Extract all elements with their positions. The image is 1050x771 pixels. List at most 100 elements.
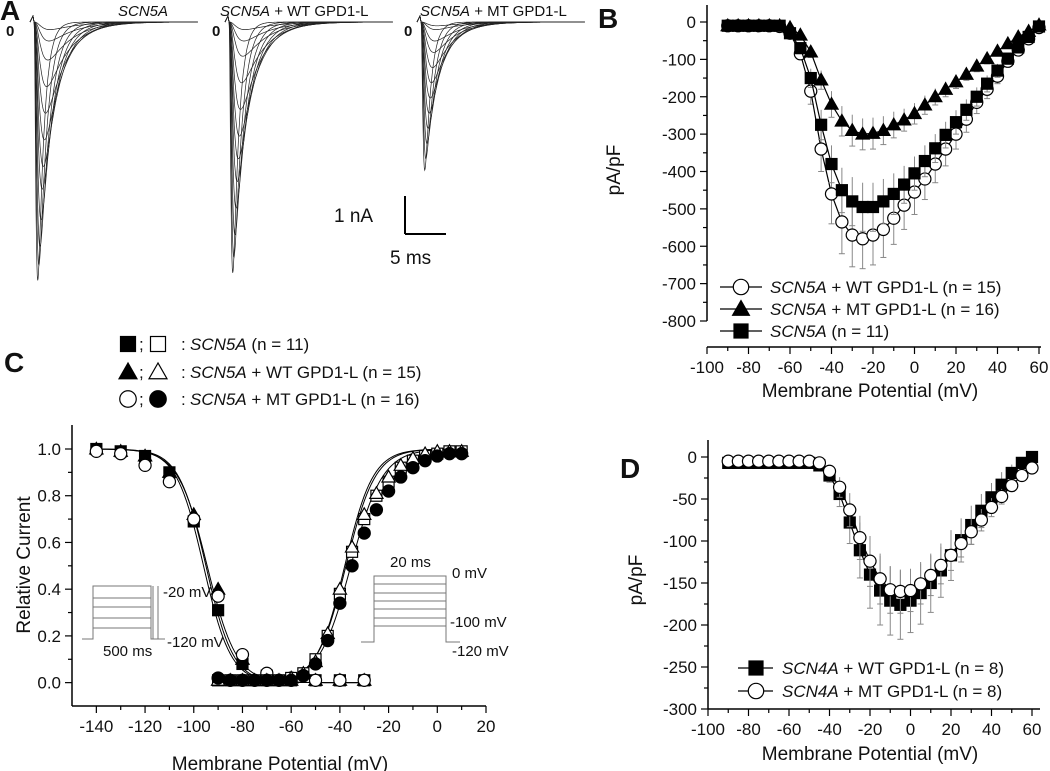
data-point	[856, 200, 869, 214]
x-tick-label: 40	[988, 358, 1007, 377]
y-tick-label: -300	[663, 700, 697, 719]
data-point	[1012, 41, 1025, 54]
data-point	[235, 647, 250, 662]
x-tick-label: -80	[736, 720, 761, 739]
data-point	[984, 500, 999, 515]
x-tick-label: 0	[906, 720, 915, 739]
panel-letter-b: B	[598, 3, 618, 34]
data-point	[369, 503, 384, 517]
data-point	[877, 195, 890, 208]
data-point	[924, 568, 938, 583]
scale-bar-current-label: 1 nA	[334, 206, 373, 227]
legend-gene: SCN5A	[770, 322, 827, 341]
series-circle	[721, 454, 1039, 614]
data-point	[235, 673, 250, 687]
x-tick-label: -100	[177, 717, 211, 736]
data-point	[964, 525, 978, 539]
panel-letter-a: A	[0, 0, 20, 26]
data-point	[886, 116, 902, 131]
inset-label-top: 0 mV	[452, 565, 487, 582]
data-point	[934, 558, 948, 573]
data-point	[813, 72, 829, 86]
y-tick-label: 0.2	[37, 627, 61, 646]
data-point	[752, 19, 765, 32]
data-point	[1025, 450, 1039, 464]
data-point	[247, 673, 262, 687]
legend: SCN5A + WT GPD1-L (n = 15)SCN5A + MT GPD…	[720, 278, 1001, 341]
data-point	[1001, 52, 1014, 65]
title-gene: SCN5A	[118, 3, 168, 20]
y-tick-label: -800	[662, 312, 696, 331]
x-tick-label: -40	[817, 720, 842, 739]
legend-separator: ;	[139, 363, 144, 382]
data-point	[991, 64, 1004, 77]
y-tick-label: -600	[662, 237, 696, 256]
data-point	[89, 444, 104, 458]
data-point	[368, 485, 385, 499]
current-trace	[29, 14, 198, 30]
data-point	[974, 513, 989, 527]
data-point	[783, 27, 797, 40]
x-tick-label: -100	[690, 358, 724, 377]
y-tick-label: -400	[662, 163, 696, 182]
trace-group-title: SCN5A + MT GPD1-L	[420, 3, 567, 20]
data-point	[332, 581, 348, 595]
data-point	[979, 50, 995, 65]
data-point	[418, 454, 432, 468]
x-tick-label: -60	[778, 358, 803, 377]
legend-marker	[731, 299, 751, 316]
data-point	[223, 673, 237, 687]
y-axis-title: Relative Current	[14, 496, 35, 634]
data-point	[357, 673, 371, 687]
legend-label: SCN5A + MT GPD1-L (n = 16)	[770, 300, 1000, 319]
legend-marker	[747, 682, 765, 700]
legend-rest: + MT GPD1-L (n = 16)	[247, 390, 420, 409]
legend-rest: + MT GPD1-L (n = 8)	[839, 682, 1002, 701]
data-point	[763, 19, 776, 32]
y-axis-title: pA/pF	[604, 145, 625, 196]
x-tick-label: 20	[942, 720, 961, 739]
legend: ;: SCN5A (n = 11);: SCN5A + WT GPD1-L (n =…	[117, 335, 421, 409]
legend: SCN4A + WT GPD1-L (n = 8)SCN4A + MT GPD1…	[738, 659, 1004, 701]
panel-letter-c: C	[4, 347, 24, 378]
data-point	[308, 673, 323, 687]
data-point	[876, 222, 891, 237]
legend-gene: SCN4A	[782, 659, 839, 678]
data-point	[853, 530, 867, 545]
legend-label: SCN5A + WT GPD1-L (n = 15)	[190, 363, 421, 382]
x-tick-label: -60	[777, 720, 802, 739]
y-tick-label: 0.6	[37, 533, 61, 552]
data-point	[211, 671, 225, 685]
data-point	[321, 633, 335, 648]
legend-gene: SCN5A	[190, 363, 247, 382]
data-point	[937, 81, 954, 95]
data-point	[394, 470, 408, 484]
y-tick-label: -200	[662, 88, 696, 107]
x-axis-title: Membrane Potential (mV)	[762, 744, 978, 765]
data-point	[815, 118, 828, 131]
y-tick-label: -500	[662, 200, 696, 219]
y-tick-label: 0.8	[37, 487, 61, 506]
data-point	[114, 447, 128, 461]
data-point	[272, 673, 286, 687]
data-point	[913, 577, 928, 591]
legend-gene: SCN4A	[782, 682, 839, 701]
legend-label: SCN5A (n = 11)	[770, 322, 889, 341]
data-point	[832, 480, 847, 494]
data-point	[296, 668, 311, 683]
data-point	[742, 19, 755, 32]
data-point	[949, 116, 963, 129]
inset-label-mid: -100 mV	[450, 614, 507, 631]
data-point	[863, 554, 877, 568]
data-point	[834, 113, 850, 127]
x-tick-label: 40	[982, 720, 1001, 739]
x-tick-label: -20	[858, 720, 883, 739]
y-tick-label: -50	[672, 490, 697, 509]
data-point	[903, 583, 918, 598]
data-point	[442, 447, 457, 461]
y-tick-label: -300	[662, 125, 696, 144]
data-point	[960, 103, 973, 116]
zero-current-label: 0	[404, 23, 412, 40]
